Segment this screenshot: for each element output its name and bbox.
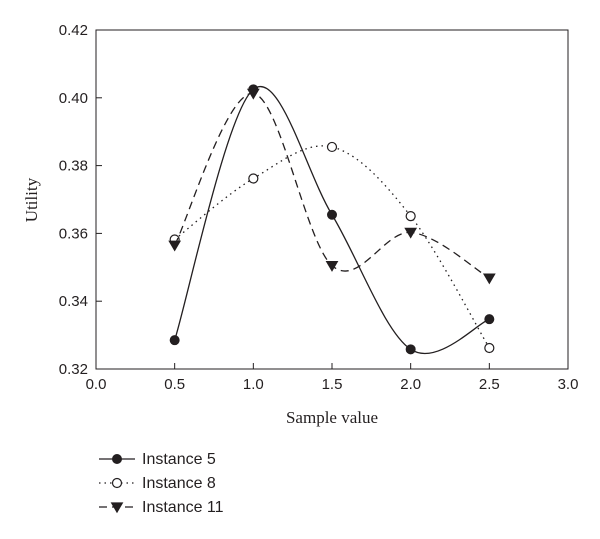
y-tick-label: 0.36 xyxy=(59,225,88,242)
series-line xyxy=(174,145,490,349)
legend-label: Instance 5 xyxy=(142,451,216,468)
y-tick-label: 0.40 xyxy=(59,90,88,107)
x-tick-label: 2.5 xyxy=(479,376,500,393)
data-point-marker xyxy=(248,173,259,184)
data-point-marker xyxy=(168,240,182,252)
data-point-marker xyxy=(111,477,123,489)
x-tick-label: 0.0 xyxy=(86,376,107,393)
data-point-marker xyxy=(404,227,418,239)
data-point-marker xyxy=(484,314,495,325)
series-line xyxy=(174,92,490,279)
series-group xyxy=(169,84,495,355)
x-axis-label: Sample value xyxy=(286,408,378,427)
y-tick-label: 0.34 xyxy=(59,293,88,310)
data-point-marker xyxy=(112,454,122,464)
data-point-marker xyxy=(246,88,260,100)
series-line xyxy=(174,86,490,355)
data-point-marker xyxy=(327,209,337,220)
y-tick-label: 0.32 xyxy=(59,361,88,378)
legend-label: Instance 11 xyxy=(142,499,224,516)
y-tick-label: 0.42 xyxy=(59,22,88,39)
data-point-marker xyxy=(326,141,338,153)
y-tick-label: 0.38 xyxy=(59,158,88,175)
x-tick-label: 0.5 xyxy=(164,376,185,393)
x-tick-label: 3.0 xyxy=(558,376,579,393)
series-group xyxy=(168,88,496,285)
y-axis: 0.32 0.34 0.36 0.38 0.40 0.42 xyxy=(59,22,102,378)
data-point-marker xyxy=(110,502,124,514)
plot-frame xyxy=(95,29,569,370)
data-point-marker xyxy=(405,344,416,355)
x-axis: 0.0 0.5 1.0 1.5 2.0 2.5 3.0 xyxy=(86,363,579,393)
data-point-marker xyxy=(325,260,339,272)
data-point-marker xyxy=(169,335,180,346)
legend: Instance 5 Instance 8 Instance 11 xyxy=(99,451,224,516)
x-tick-label: 1.5 xyxy=(322,376,343,393)
series-layer xyxy=(168,84,496,355)
data-point-marker xyxy=(405,211,416,222)
x-tick-label: 1.0 xyxy=(243,376,264,393)
data-point-marker xyxy=(484,342,495,354)
legend-label: Instance 8 xyxy=(142,475,216,492)
y-axis-label: Utility xyxy=(22,177,41,222)
data-point-marker xyxy=(482,273,496,285)
x-tick-label: 2.0 xyxy=(400,376,421,393)
